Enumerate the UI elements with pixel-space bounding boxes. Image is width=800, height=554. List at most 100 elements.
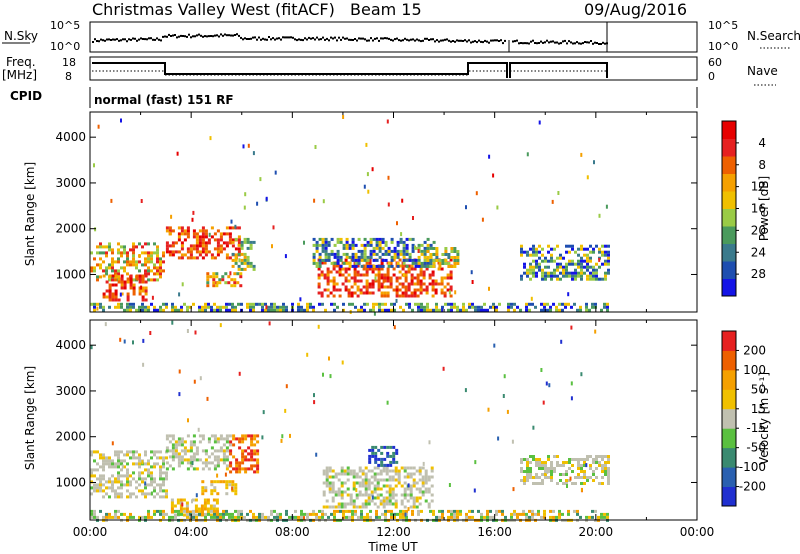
echo-cell <box>179 507 183 511</box>
echo-cell <box>171 443 175 447</box>
echo-cell <box>135 274 139 278</box>
echo-cell <box>529 467 532 470</box>
echo-cell <box>579 308 582 312</box>
echo-cell <box>102 515 105 519</box>
echo-cell <box>495 512 498 516</box>
noise-cell <box>313 393 315 398</box>
echo-cell <box>170 501 174 505</box>
echo-cell <box>565 461 568 464</box>
echo-cell <box>538 256 541 260</box>
echo-cell <box>540 515 543 519</box>
echo-cell <box>577 476 580 479</box>
noise-cell <box>231 486 234 491</box>
echo-cell <box>108 459 111 463</box>
echo-cell <box>429 509 432 513</box>
echo-cell <box>429 246 433 250</box>
echo-cell <box>328 490 332 494</box>
echo-cell <box>123 474 126 478</box>
echo-cell <box>381 240 385 244</box>
echo-cell <box>200 507 204 511</box>
echo-cell <box>544 274 547 278</box>
echo-cell <box>363 237 367 241</box>
echo-cell <box>159 275 162 279</box>
echo-cell <box>328 484 332 488</box>
echo-cell <box>138 292 142 296</box>
echo-cell <box>389 463 393 467</box>
echo-cell <box>574 458 577 461</box>
echo-cell <box>391 490 395 494</box>
echo-cell <box>589 277 592 281</box>
echo-cell <box>565 268 568 272</box>
echo-cell <box>412 478 416 482</box>
echo-cell <box>537 509 540 513</box>
noise-cell <box>284 254 287 259</box>
nsky-point <box>194 35 196 38</box>
echo-cell <box>228 238 232 242</box>
echo-cell <box>390 512 393 516</box>
nsky-point <box>186 35 188 38</box>
echo-cell <box>571 262 574 266</box>
echo-cell <box>550 479 553 482</box>
echo-cell <box>361 484 365 488</box>
nsky-point <box>184 35 186 38</box>
echo-cell <box>450 305 453 309</box>
echo-cell <box>412 499 416 503</box>
echo-cell <box>456 308 459 312</box>
echo-cell <box>225 308 228 312</box>
echo-cell <box>364 490 368 494</box>
echo-cell <box>239 275 243 279</box>
echo-cell <box>247 452 251 456</box>
echo-cell <box>176 501 180 505</box>
freq-tick-low: 8 <box>65 70 72 83</box>
noise-cell <box>540 368 543 372</box>
echo-cell <box>389 282 393 286</box>
echo-cell <box>189 458 193 462</box>
nsky-point <box>160 39 162 42</box>
echo-cell <box>607 244 610 248</box>
echo-cell <box>604 464 607 467</box>
echo-cell <box>240 302 243 306</box>
echo-cell <box>198 244 202 248</box>
echo-cell <box>225 455 229 459</box>
echo-cell <box>359 273 363 277</box>
echo-cell <box>171 452 175 456</box>
echo-cell <box>544 271 547 275</box>
echo-cell <box>170 498 174 502</box>
echo-cell <box>577 265 580 269</box>
echo-cell <box>417 258 421 262</box>
echo-cell <box>405 237 409 241</box>
echo-cell <box>468 302 471 306</box>
echo-cell <box>589 467 592 470</box>
nsky-point <box>470 41 472 44</box>
echo-cell <box>399 240 403 244</box>
echo-cell <box>338 270 342 274</box>
echo-cell <box>237 509 240 513</box>
nsky-point <box>276 37 278 40</box>
echo-cell <box>444 262 448 265</box>
echo-cell <box>153 480 156 484</box>
echo-cell <box>384 258 388 262</box>
nsky-point <box>232 34 234 37</box>
echo-cell <box>376 505 380 509</box>
echo-cell <box>144 486 147 490</box>
echo-cell <box>562 473 565 476</box>
echo-cell <box>342 243 346 247</box>
echo-cell <box>192 302 195 306</box>
echo-cell <box>322 472 326 476</box>
echo-cell <box>416 294 420 298</box>
echo-cell <box>339 255 343 259</box>
echo-cell <box>189 250 193 254</box>
echo-cell <box>165 461 169 465</box>
echo-cell <box>225 305 228 309</box>
echo-cell <box>189 247 193 251</box>
echo-cell <box>162 456 165 460</box>
echo-cell <box>369 240 373 244</box>
echo-cell <box>253 434 257 438</box>
echo-cell <box>351 264 355 268</box>
echo-cell <box>282 305 285 309</box>
nsky-point <box>544 41 546 44</box>
echo-cell <box>391 493 395 497</box>
echo-cell <box>195 244 199 248</box>
echo-cell <box>231 226 235 230</box>
echo-cell <box>380 457 384 461</box>
